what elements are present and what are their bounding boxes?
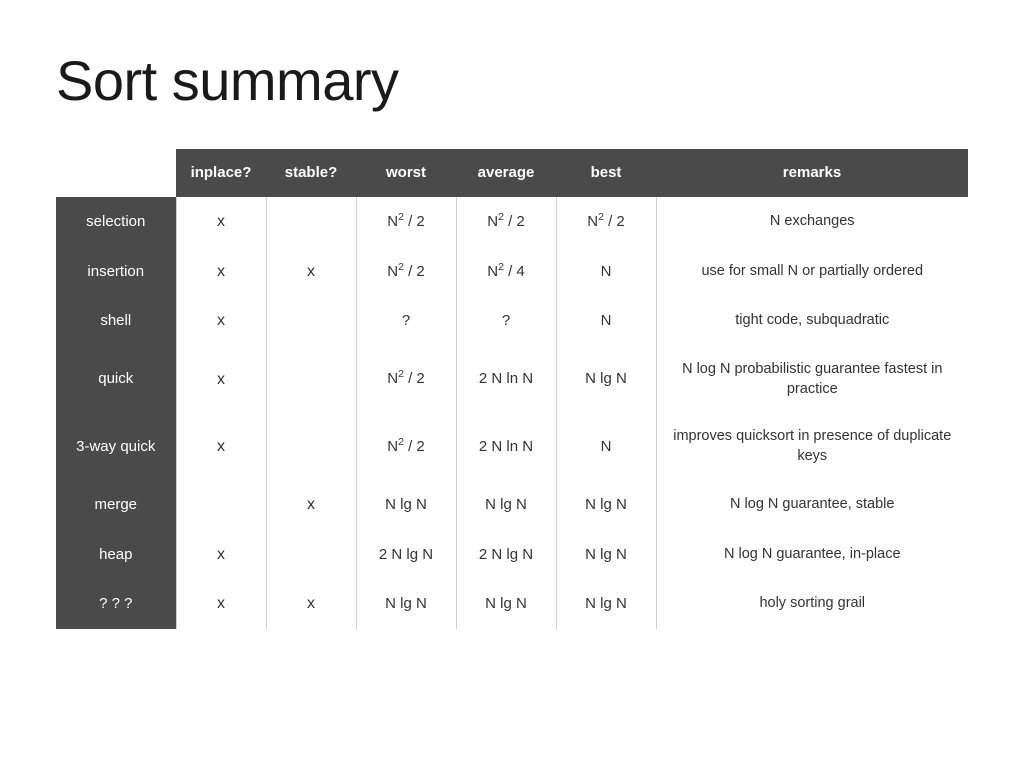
- col-header-average: average: [456, 149, 556, 197]
- cell-inplace: x: [176, 579, 266, 629]
- cell-stable: [266, 197, 356, 247]
- row-header: quick: [56, 346, 176, 413]
- cell-remarks: N log N probabilistic guarantee fastest …: [656, 346, 968, 413]
- cell-worst: N2 / 2: [356, 346, 456, 413]
- cell-worst: N lg N: [356, 579, 456, 629]
- cell-stable: [266, 346, 356, 413]
- table-row: ? ? ?xxN lg NN lg NN lg Nholy sorting gr…: [56, 579, 968, 629]
- cell-best: N: [556, 247, 656, 297]
- cell-remarks: N log N guarantee, in-place: [656, 530, 968, 580]
- row-header: shell: [56, 296, 176, 346]
- col-header-algorithm: [56, 149, 176, 197]
- cell-inplace: x: [176, 413, 266, 480]
- table-row: quickx N2 / 22 N ln NN lg NN log N probab…: [56, 346, 968, 413]
- cell-best: N lg N: [556, 530, 656, 580]
- row-header: 3-way quick: [56, 413, 176, 480]
- cell-stable: x: [266, 579, 356, 629]
- cell-remarks: N exchanges: [656, 197, 968, 247]
- cell-remarks: tight code, subquadratic: [656, 296, 968, 346]
- cell-worst: N lg N: [356, 480, 456, 530]
- cell-best: N: [556, 413, 656, 480]
- row-header: ? ? ?: [56, 579, 176, 629]
- table-row: 3-way quickx N2 / 22 N ln NNimproves quic…: [56, 413, 968, 480]
- table-row: mergexN lg NN lg NN lg NN log N guarante…: [56, 480, 968, 530]
- slide: Sort summary inplace? stable? worst aver…: [0, 0, 1024, 768]
- col-header-remarks: remarks: [656, 149, 968, 197]
- cell-remarks: holy sorting grail: [656, 579, 968, 629]
- cell-average: ?: [456, 296, 556, 346]
- row-header: insertion: [56, 247, 176, 297]
- cell-worst: ?: [356, 296, 456, 346]
- cell-average: 2 N ln N: [456, 346, 556, 413]
- cell-inplace: x: [176, 197, 266, 247]
- cell-average: 2 N lg N: [456, 530, 556, 580]
- cell-average: N2 / 4: [456, 247, 556, 297]
- cell-best: N lg N: [556, 579, 656, 629]
- cell-inplace: x: [176, 247, 266, 297]
- cell-average: N lg N: [456, 480, 556, 530]
- table-row: shellx??Ntight code, subquadratic: [56, 296, 968, 346]
- cell-stable: x: [266, 480, 356, 530]
- row-header: selection: [56, 197, 176, 247]
- cell-worst: N2 / 2: [356, 413, 456, 480]
- cell-best: N: [556, 296, 656, 346]
- table-row: insertionxxN2 / 2N2 / 4Nuse for small N …: [56, 247, 968, 297]
- cell-remarks: improves quicksort in presence of duplic…: [656, 413, 968, 480]
- sort-summary-table: inplace? stable? worst average best rema…: [56, 149, 968, 629]
- cell-average: 2 N ln N: [456, 413, 556, 480]
- cell-inplace: x: [176, 346, 266, 413]
- col-header-worst: worst: [356, 149, 456, 197]
- col-header-stable: stable?: [266, 149, 356, 197]
- cell-inplace: x: [176, 296, 266, 346]
- cell-stable: [266, 413, 356, 480]
- cell-worst: N2 / 2: [356, 197, 456, 247]
- row-header: merge: [56, 480, 176, 530]
- cell-stable: x: [266, 247, 356, 297]
- cell-average: N lg N: [456, 579, 556, 629]
- cell-stable: [266, 530, 356, 580]
- cell-inplace: x: [176, 530, 266, 580]
- cell-stable: [266, 296, 356, 346]
- table-row: selectionxN2 / 2N2 / 2N2 / 2N exchanges: [56, 197, 968, 247]
- table-body: selectionxN2 / 2N2 / 2N2 / 2N exchangesi…: [56, 197, 968, 629]
- table-header-row: inplace? stable? worst average best rema…: [56, 149, 968, 197]
- cell-inplace: [176, 480, 266, 530]
- cell-best: N lg N: [556, 346, 656, 413]
- cell-best: N2 / 2: [556, 197, 656, 247]
- cell-remarks: N log N guarantee, stable: [656, 480, 968, 530]
- cell-average: N2 / 2: [456, 197, 556, 247]
- cell-remarks: use for small N or partially ordered: [656, 247, 968, 297]
- cell-worst: 2 N lg N: [356, 530, 456, 580]
- page-title: Sort summary: [56, 48, 968, 113]
- col-header-best: best: [556, 149, 656, 197]
- cell-best: N lg N: [556, 480, 656, 530]
- row-header: heap: [56, 530, 176, 580]
- col-header-inplace: inplace?: [176, 149, 266, 197]
- cell-worst: N2 / 2: [356, 247, 456, 297]
- table-row: heapx2 N lg N2 N lg NN lg NN log N guara…: [56, 530, 968, 580]
